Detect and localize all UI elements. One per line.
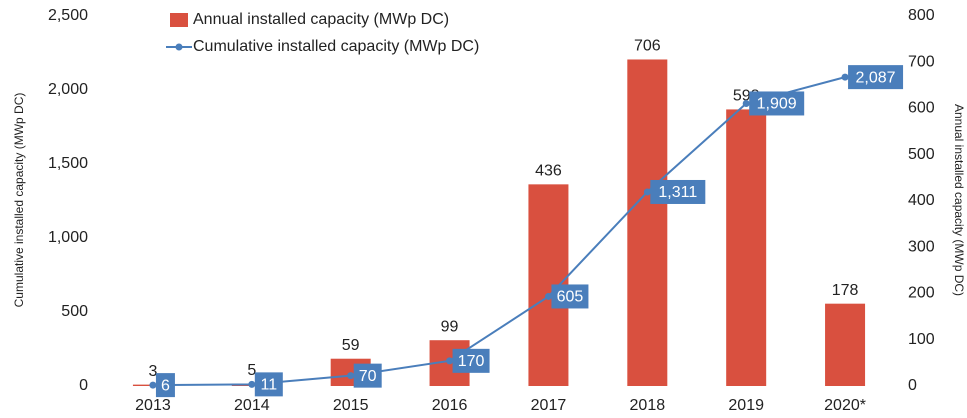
y2-tick-label: 600 [908, 100, 935, 117]
value-label-box [650, 179, 706, 204]
value-label-box [749, 91, 805, 116]
y-tick-label: 0 [79, 377, 88, 394]
y-tick-label: 1,000 [48, 229, 88, 246]
line-value-label: 70 [359, 368, 377, 385]
x-tick-label: 2014 [234, 397, 270, 414]
legend-swatch [170, 13, 188, 27]
y-tick-label: 2,000 [48, 81, 88, 98]
y-tick-label: 2,500 [48, 7, 88, 24]
bar-value-label: 436 [535, 163, 562, 180]
bar-value-label: 706 [634, 38, 661, 55]
line-value-label: 2,087 [856, 69, 896, 86]
line-marker [248, 380, 256, 388]
bar [726, 109, 767, 387]
x-tick-label: 2013 [135, 397, 171, 414]
y2-tick-label: 0 [908, 377, 917, 394]
value-label-box [155, 373, 175, 398]
y2-tick-label: 700 [908, 53, 935, 70]
legend-marker [175, 43, 183, 51]
value-label-box [848, 65, 904, 90]
bar [627, 59, 668, 386]
line-marker [149, 381, 157, 389]
line-value-label: 170 [458, 353, 485, 370]
bar-value-label: 178 [832, 282, 859, 299]
line-marker [742, 99, 750, 107]
y2-tick-label: 800 [908, 7, 935, 24]
x-tick-label: 2019 [728, 397, 764, 414]
value-label-box [353, 363, 382, 388]
bar-value-label: 5 [247, 362, 256, 379]
line-value-label: 1,909 [757, 96, 797, 113]
value-label-box [452, 348, 490, 373]
x-tick-label: 2020* [824, 397, 866, 414]
x-tick-label: 2016 [432, 397, 468, 414]
y2-tick-label: 100 [908, 331, 935, 348]
x-tick-label: 2017 [531, 397, 567, 414]
line-marker [643, 188, 651, 196]
y-tick-label: 500 [61, 303, 88, 320]
line-value-label: 11 [261, 377, 278, 394]
x-tick-label: 2018 [630, 397, 666, 414]
line-marker [841, 73, 849, 81]
legend-label: Cumulative installed capacity (MWp DC) [193, 38, 479, 55]
y2-axis-title: Annual installed capacity (MWp DC) [952, 104, 966, 296]
y-axis-title: Cumulative installed capacity (MWp DC) [12, 93, 26, 308]
line-value-label: 6 [161, 377, 170, 394]
bar-value-label: 99 [441, 318, 459, 335]
value-label-box [254, 372, 283, 397]
y2-tick-label: 500 [908, 146, 935, 163]
value-label-box [551, 284, 589, 309]
bar [825, 303, 866, 386]
legend-label: Annual installed capacity (MWp DC) [193, 11, 449, 28]
y2-tick-label: 300 [908, 238, 935, 255]
y2-tick-label: 400 [908, 192, 935, 209]
line-marker [446, 357, 454, 365]
line-value-label: 1,311 [658, 184, 697, 201]
line-marker [347, 372, 355, 380]
line-value-label: 605 [557, 289, 584, 306]
y2-tick-label: 200 [908, 285, 935, 302]
x-tick-label: 2015 [333, 397, 369, 414]
bar-value-label: 3 [148, 363, 157, 380]
y-tick-label: 1,500 [48, 155, 88, 172]
bar-value-label: 59 [342, 337, 360, 354]
line-marker [544, 292, 552, 300]
